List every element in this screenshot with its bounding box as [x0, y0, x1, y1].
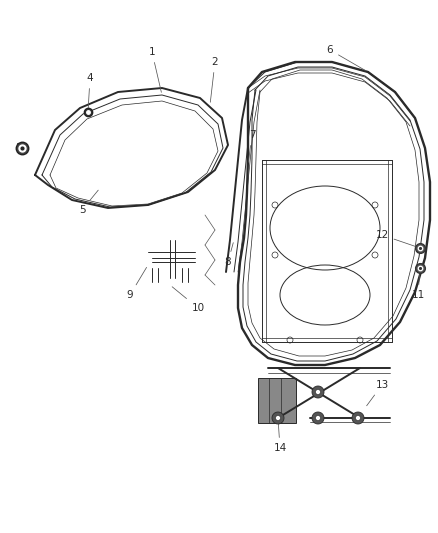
Circle shape: [272, 412, 284, 424]
Circle shape: [312, 386, 324, 398]
Text: 6: 6: [327, 45, 366, 70]
Text: 5: 5: [79, 190, 98, 215]
Text: 13: 13: [367, 380, 389, 406]
Text: 8: 8: [225, 243, 233, 267]
Text: 7: 7: [248, 130, 255, 162]
Circle shape: [352, 412, 364, 424]
Text: 2: 2: [210, 57, 218, 102]
Circle shape: [315, 416, 321, 421]
Circle shape: [276, 416, 280, 421]
Text: 1: 1: [148, 47, 161, 92]
Text: 4: 4: [87, 73, 93, 109]
Text: 14: 14: [273, 421, 286, 453]
Circle shape: [356, 416, 360, 421]
Text: 9: 9: [127, 268, 147, 300]
Bar: [258, 378, 296, 423]
Circle shape: [315, 390, 321, 394]
Text: 11: 11: [411, 271, 424, 300]
Circle shape: [312, 412, 324, 424]
Text: 10: 10: [172, 287, 205, 313]
Text: 3: 3: [15, 143, 21, 153]
Text: 12: 12: [375, 230, 417, 247]
